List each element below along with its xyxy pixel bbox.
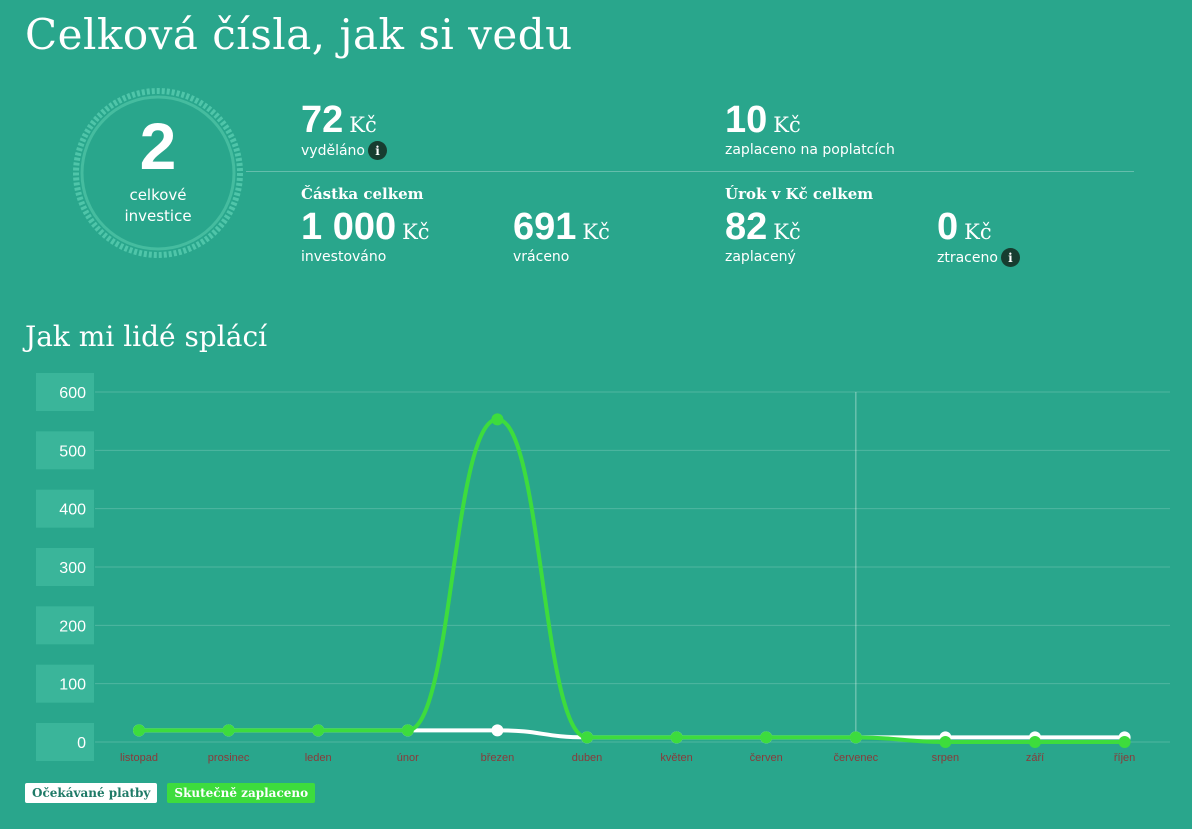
y-tick-box (36, 664, 94, 703)
series-actual-point[interactable] (939, 736, 952, 748)
info-icon[interactable]: i (367, 141, 387, 160)
lost-label: ztraceno (937, 249, 998, 266)
x-tick-label: březen (481, 752, 515, 764)
series-actual-point[interactable] (1118, 736, 1131, 748)
chart-grid (95, 391, 1170, 743)
x-tick-label: duben (572, 752, 603, 764)
badge-ring (73, 88, 243, 258)
investments-label-line2: investice (124, 207, 192, 225)
x-axis-labels: listopad prosinec leden únor březen duben květ… (120, 752, 1135, 764)
series-actual-point[interactable] (133, 724, 145, 737)
y-tick-label: 600 (59, 385, 86, 402)
repayment-chart: 0 100 200 300 400 500 600 listopad prosinec lede… (36, 373, 1170, 764)
x-tick-label: květen (660, 752, 692, 764)
x-tick-label: prosinec (208, 752, 250, 764)
investments-label: celkové investice (72, 185, 244, 227)
info-icon[interactable]: i (1000, 248, 1020, 267)
series-actual-line (139, 417, 1125, 745)
x-tick-label: červenec (833, 752, 878, 764)
invested-label: investováno (301, 249, 387, 265)
y-tick-box (36, 723, 94, 761)
chart-legend: Očekávané platby Skutečně zaplaceno (25, 783, 316, 803)
y-tick-label: 200 (59, 618, 86, 635)
section-title: Jak mi lidé splácí (25, 320, 268, 353)
fees-unit: Kč (773, 113, 801, 137)
x-tick-label: leden (305, 752, 332, 764)
y-tick-box (36, 431, 94, 470)
investments-count: 2 (139, 109, 177, 183)
y-tick-label: 0 (77, 735, 86, 752)
earned-unit: Kč (349, 113, 377, 137)
legend-actual[interactable]: Skutečně zaplaceno (167, 783, 316, 803)
series-actual-point[interactable] (401, 724, 414, 737)
stat-fees: 10 Kč zaplaceno na poplatcích (725, 100, 895, 159)
y-tick-label: 300 (59, 560, 86, 577)
x-tick-label: červen (750, 752, 783, 764)
series-expected-point[interactable] (491, 724, 504, 737)
x-tick-label: srpen (932, 752, 960, 764)
x-tick-label: listopad (120, 752, 158, 764)
interest-paid-value: 82 (725, 206, 768, 248)
returned-label: vráceno (513, 249, 570, 265)
invested-unit: Kč (402, 220, 430, 244)
invested-value: 1 000 (301, 206, 397, 248)
earned-label: vyděláno (301, 142, 365, 159)
stat-earned: 72 Kč vyděláno i (301, 100, 387, 160)
fees-label: zaplaceno na poplatcích (725, 142, 895, 158)
amount-group-heading: Částka celkem (301, 185, 424, 203)
fees-value: 10 (725, 99, 768, 141)
investments-label-line1: celkové (129, 186, 187, 204)
y-tick-label: 400 (59, 502, 86, 519)
interest-paid-unit: Kč (773, 220, 801, 244)
x-tick-label: říjen (1114, 752, 1135, 764)
stat-invested: 1 000 Kč investováno (301, 207, 430, 266)
series-actual-point[interactable] (312, 724, 325, 737)
interest-paid-label: zaplacený (725, 249, 796, 265)
stat-lost: 0 Kč ztraceno i (937, 207, 1020, 267)
y-axis-labels: 0 100 200 300 400 500 600 (36, 373, 94, 761)
series-actual-point[interactable] (670, 731, 683, 744)
page-title: Celková čísla, jak si vedu (25, 10, 573, 59)
series-actual-point[interactable] (581, 731, 593, 744)
chart-series (133, 413, 1131, 748)
series-actual-point[interactable] (491, 413, 504, 426)
series-actual-point[interactable] (1029, 736, 1041, 748)
lost-unit: Kč (964, 220, 992, 244)
stats-divider (246, 171, 1134, 172)
stat-returned: 691 Kč vráceno (513, 207, 610, 266)
series-actual-point[interactable] (222, 724, 235, 737)
interest-group-heading: Úrok v Kč celkem (725, 185, 874, 203)
lost-value: 0 (937, 206, 959, 248)
x-tick-label: září (1026, 752, 1044, 764)
legend-expected[interactable]: Očekávané platby (25, 783, 158, 803)
returned-unit: Kč (582, 220, 610, 244)
returned-value: 691 (513, 206, 577, 248)
y-tick-box (36, 489, 94, 528)
series-actual-point[interactable] (760, 731, 773, 744)
y-tick-box (36, 548, 94, 586)
y-tick-label: 100 (59, 677, 86, 694)
earned-value: 72 (301, 99, 344, 141)
y-tick-box (36, 373, 94, 411)
series-actual-point[interactable] (849, 731, 862, 744)
x-tick-label: únor (397, 752, 419, 764)
investments-count-badge: 2 celkové investice (72, 87, 244, 259)
y-tick-label: 500 (59, 443, 86, 460)
stat-interest-paid: 82 Kč zaplacený (725, 207, 801, 266)
y-tick-box (36, 606, 94, 645)
